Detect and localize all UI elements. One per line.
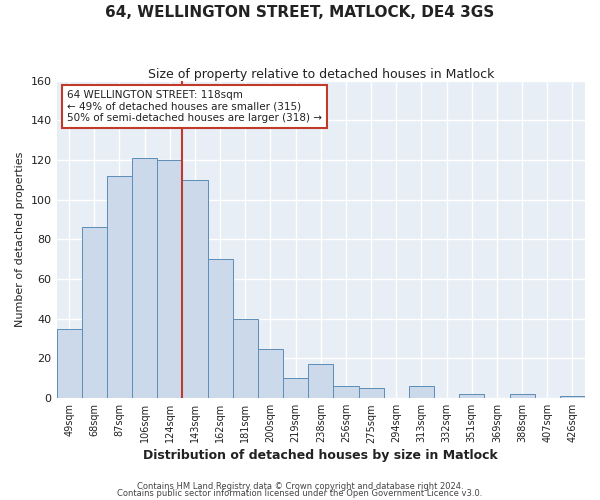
Title: Size of property relative to detached houses in Matlock: Size of property relative to detached ho… <box>148 68 494 80</box>
Bar <box>283 378 308 398</box>
Y-axis label: Number of detached properties: Number of detached properties <box>15 152 25 327</box>
Bar <box>334 386 359 398</box>
Bar <box>258 348 283 398</box>
Bar <box>208 259 233 398</box>
Bar <box>182 180 208 398</box>
Bar <box>459 394 484 398</box>
Bar <box>82 228 107 398</box>
Text: 64 WELLINGTON STREET: 118sqm
← 49% of detached houses are smaller (315)
50% of s: 64 WELLINGTON STREET: 118sqm ← 49% of de… <box>67 90 322 123</box>
Bar <box>56 328 82 398</box>
Bar <box>560 396 585 398</box>
Bar <box>409 386 434 398</box>
Text: 64, WELLINGTON STREET, MATLOCK, DE4 3GS: 64, WELLINGTON STREET, MATLOCK, DE4 3GS <box>106 5 494 20</box>
X-axis label: Distribution of detached houses by size in Matlock: Distribution of detached houses by size … <box>143 450 498 462</box>
Bar <box>157 160 182 398</box>
Bar <box>308 364 334 398</box>
Bar <box>359 388 383 398</box>
Text: Contains HM Land Registry data © Crown copyright and database right 2024.: Contains HM Land Registry data © Crown c… <box>137 482 463 491</box>
Text: Contains public sector information licensed under the Open Government Licence v3: Contains public sector information licen… <box>118 489 482 498</box>
Bar <box>233 319 258 398</box>
Bar <box>509 394 535 398</box>
Bar <box>107 176 132 398</box>
Bar <box>132 158 157 398</box>
